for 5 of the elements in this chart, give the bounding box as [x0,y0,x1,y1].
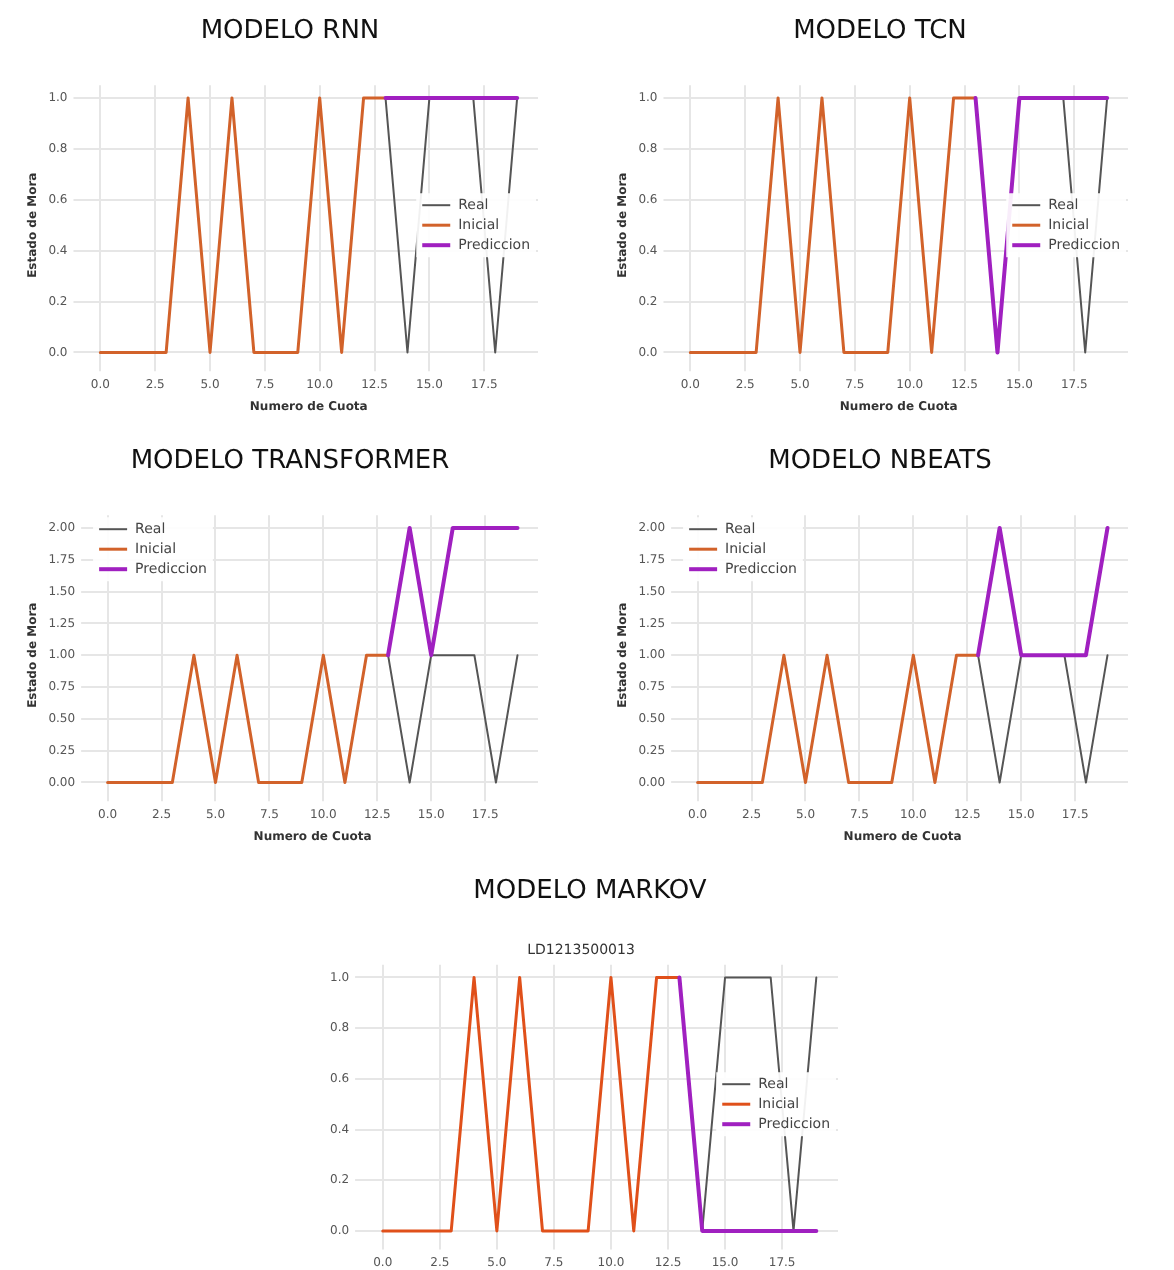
chart-title: MODELO MARKOV [471,876,709,910]
chart-title: MODELO TRANSFORMER [128,446,452,480]
chart-title: MODELO TCN [791,16,969,50]
chart-title: MODELO RNN [198,16,382,50]
chart-title: MODELO NBEATS [766,446,994,480]
